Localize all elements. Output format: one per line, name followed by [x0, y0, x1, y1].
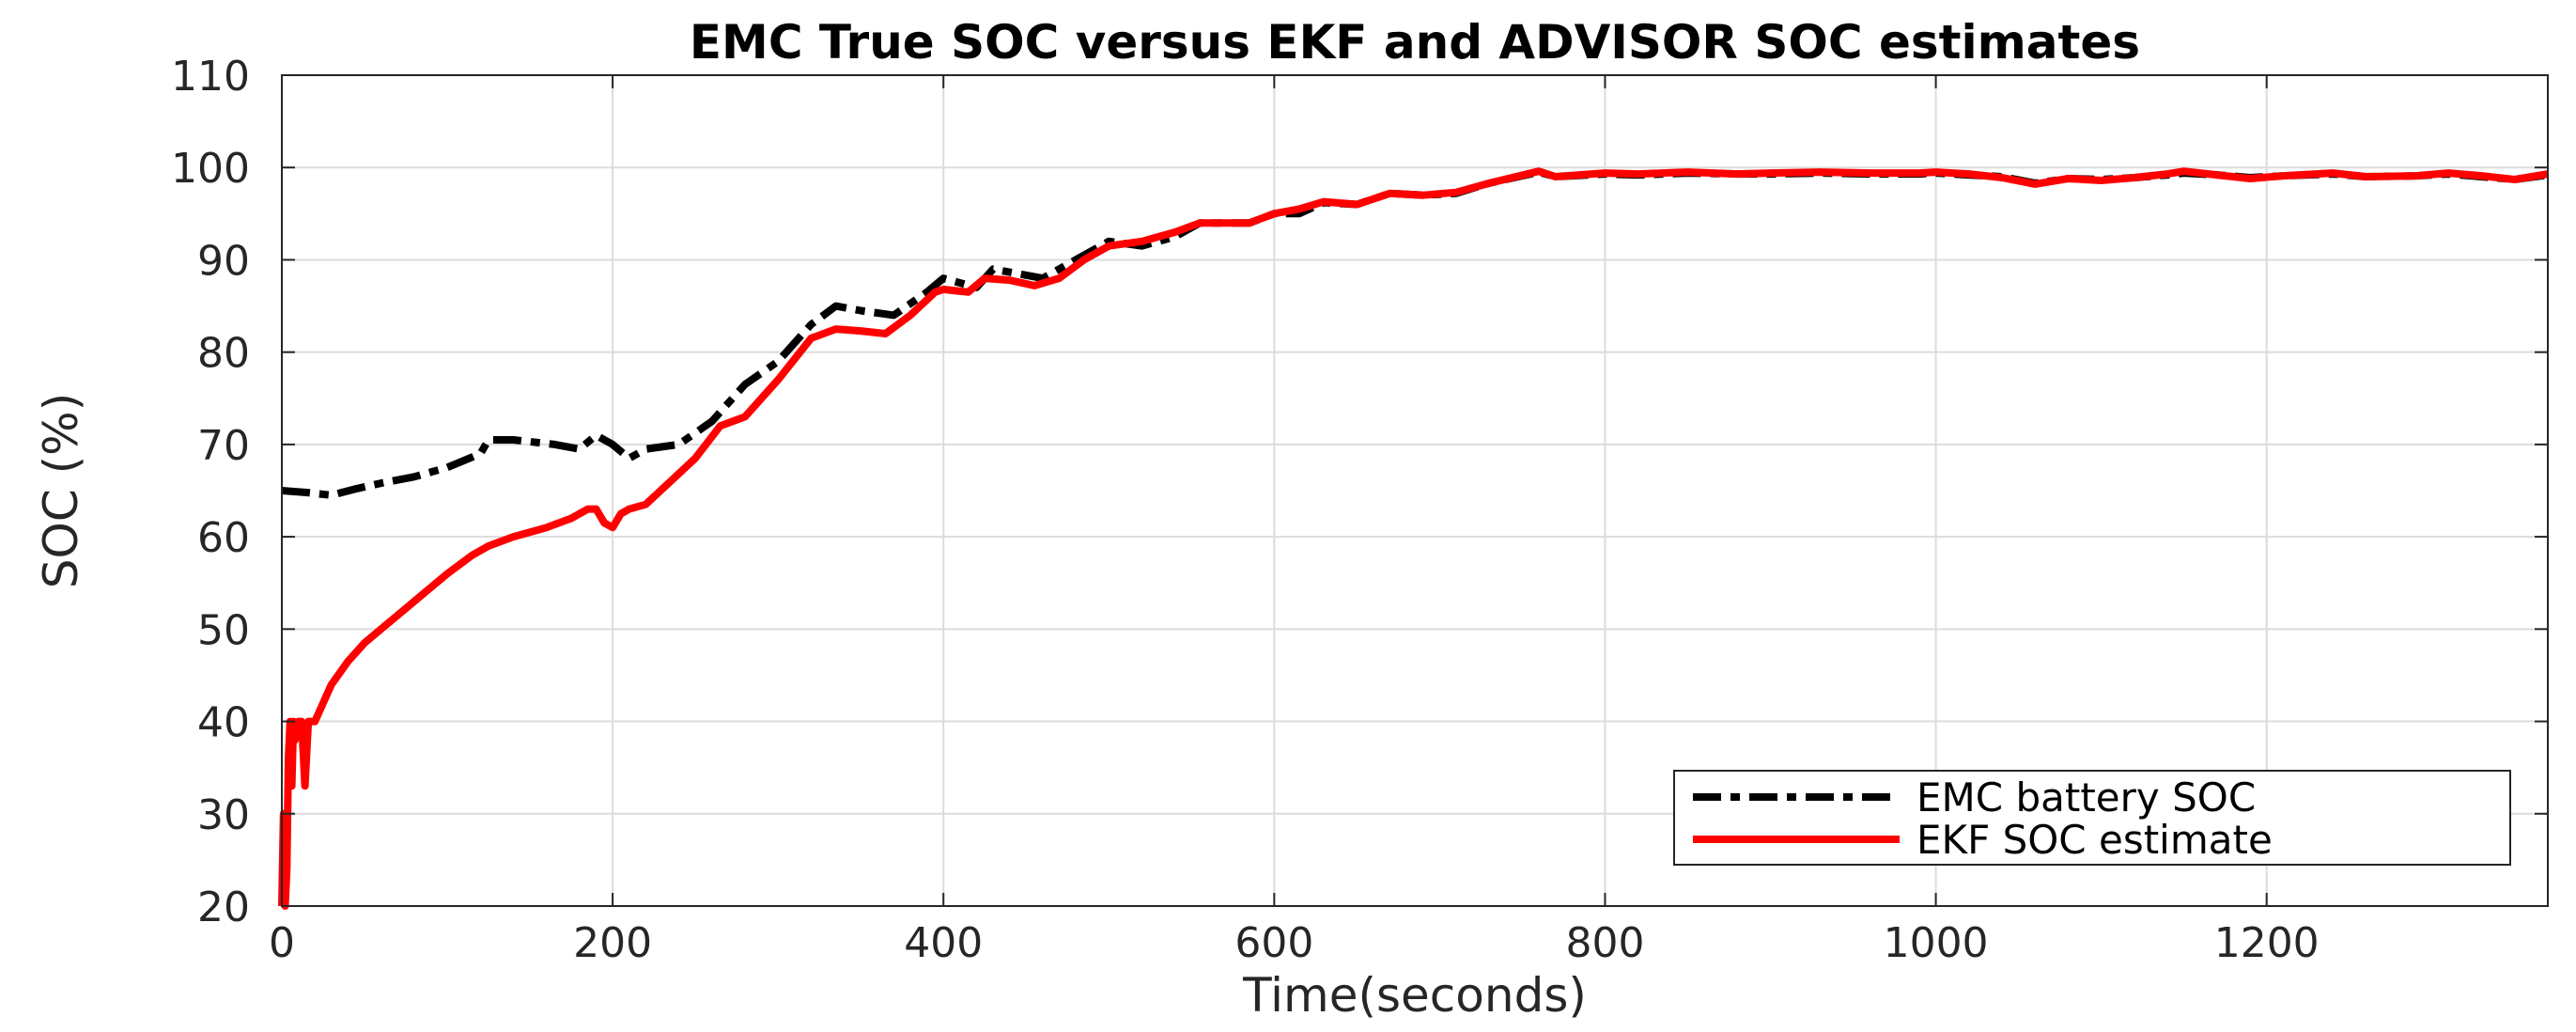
y-tick-label: 100: [171, 145, 250, 193]
x-tick-label: 200: [573, 919, 652, 967]
legend-label-emc: EMC battery SOC: [1916, 774, 2256, 821]
series-line-1: [278, 167, 2549, 910]
y-tick-label: 60: [197, 514, 250, 562]
y-tick-label: 80: [197, 330, 250, 378]
chart-title: EMC True SOC versus EKF and ADVISOR SOC …: [690, 15, 2140, 70]
x-tick-label: 1200: [2214, 919, 2320, 967]
x-axis-label: Time(seconds): [1242, 968, 1587, 1023]
x-tick-label: 600: [1234, 919, 1313, 967]
y-tick-label: 110: [171, 53, 250, 101]
y-tick-label: 30: [197, 791, 250, 839]
legend-box: [1673, 770, 2511, 866]
y-tick-label: 40: [197, 699, 250, 747]
series-lines: [278, 167, 2549, 910]
x-tick-label: 1000: [1884, 919, 1989, 967]
legend-label-ekf: EKF SOC estimate: [1916, 817, 2273, 863]
y-tick-label: 50: [197, 606, 250, 654]
axis-ticks: 0 200 400 600 800 1000 1200 20 30 40 50 60 70 80 90 100…: [171, 53, 2548, 967]
x-tick-label: 400: [904, 919, 983, 967]
y-tick-label: 90: [197, 237, 250, 285]
x-tick-label: 800: [1565, 919, 1644, 967]
x-tick-label: 0: [269, 919, 295, 967]
y-tick-label: 70: [197, 422, 250, 470]
legend: EMC battery SOC EKF SOC estimate: [1673, 770, 2511, 866]
plot-frame: [281, 74, 2549, 907]
y-tick-label: 20: [197, 883, 250, 931]
y-axis-label: SOC (%): [34, 393, 88, 588]
